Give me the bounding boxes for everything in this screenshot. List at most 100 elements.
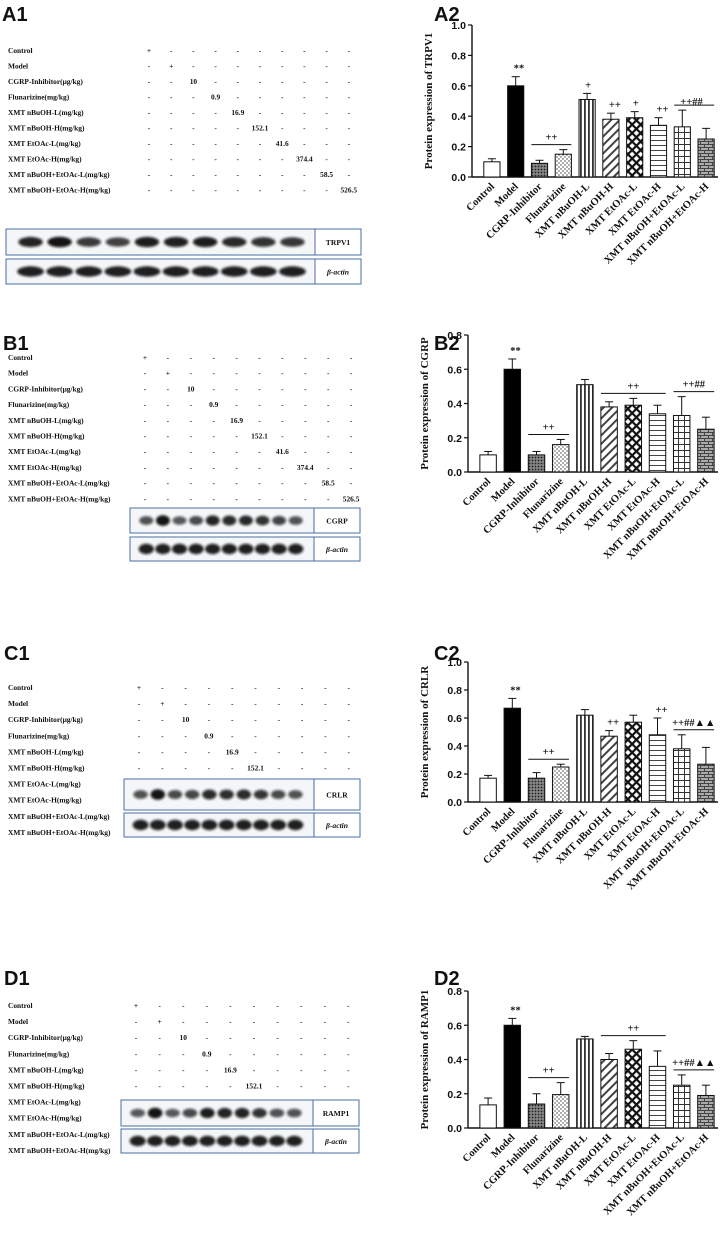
dose-cell: - [206, 1065, 209, 1074]
y-tick-label: 0.8 [447, 330, 462, 342]
dose-cell: - [347, 699, 350, 708]
dose-cell: - [281, 93, 284, 102]
panel-label: A1 [2, 4, 28, 26]
dose-cell: - [148, 93, 151, 102]
significance-mark: ** [510, 1005, 521, 1016]
dose-row-label: XMT nBuOH-L(mg/kg) [8, 108, 84, 117]
dose-cell: - [231, 764, 234, 773]
protein-band [105, 237, 131, 247]
protein-name: TRPV1 [326, 238, 351, 247]
dose-row-label: XMT EtOAc-L(mg/kg) [8, 1098, 81, 1107]
dose-cell: - [190, 353, 193, 362]
dose-cell: + [157, 1017, 161, 1026]
dose-cell: - [253, 1065, 256, 1074]
y-tick-label: 0.8 [447, 685, 462, 697]
dose-cell: - [258, 479, 261, 488]
dose-cell: - [350, 416, 353, 425]
dose-cell: - [214, 155, 217, 164]
dose-cell: - [281, 46, 284, 55]
dose-cell: - [304, 353, 307, 362]
dose-cell: - [138, 764, 141, 773]
significance-mark: ++ [609, 100, 621, 111]
dose-cell: - [278, 699, 281, 708]
protein-band [252, 1108, 267, 1118]
dose-cell: - [281, 432, 284, 441]
dose-cell: - [237, 62, 240, 71]
bar [697, 763, 715, 803]
dose-cell: - [167, 400, 170, 409]
actin-band [17, 266, 44, 277]
dose-cell: - [135, 1033, 138, 1042]
bar [551, 444, 570, 473]
dose-cell: - [138, 731, 141, 740]
dose-cell: - [182, 1017, 185, 1026]
dose-cell: + [160, 699, 164, 708]
dose-cell: - [148, 124, 151, 133]
dose-cell: - [135, 1049, 138, 1058]
dose-cell: 0.9 [204, 731, 214, 740]
bar [673, 126, 691, 178]
protein-band [286, 1108, 302, 1118]
dose-cell: 58.5 [320, 170, 333, 179]
bar [697, 138, 715, 178]
dose-cell: - [325, 155, 328, 164]
bar [697, 1094, 715, 1129]
dose-cell: - [347, 1033, 350, 1042]
dose-cell: - [206, 1082, 209, 1091]
x-tick-label: Control [461, 476, 493, 508]
dose-cell: + [147, 46, 151, 55]
significance-mark: ++## [683, 380, 706, 391]
dose-cell: 374.4 [296, 155, 313, 164]
dose-cell: - [281, 170, 284, 179]
dose-cell: - [348, 62, 351, 71]
dose-cell: - [158, 1033, 161, 1042]
y-tick-label: 0.0 [451, 172, 466, 184]
protein-band [189, 515, 204, 526]
actin-band [188, 543, 204, 555]
dose-row-label: XMT nBuOH+EtOAc-H(mg/kg) [8, 494, 111, 503]
protein-band [47, 236, 72, 248]
dose-cell: - [212, 369, 215, 378]
dose-cell: - [208, 747, 211, 756]
dose-cell: - [258, 463, 261, 472]
dose-cell: - [192, 139, 195, 148]
protein-band [205, 515, 220, 526]
dose-cell: - [192, 46, 195, 55]
dose-cell: - [235, 494, 238, 503]
dose-cell: - [324, 1049, 327, 1058]
dose-cell: - [235, 447, 238, 456]
dose-row-label: XMT EtOAc-L(mg/kg) [8, 447, 81, 456]
dose-cell: - [325, 93, 328, 102]
protein-band [165, 1108, 180, 1118]
dose-cell: - [237, 170, 240, 179]
bar [624, 721, 643, 803]
dose-cell: - [214, 186, 217, 195]
y-tick-label: 0.4 [447, 741, 462, 753]
dose-cell: - [324, 1065, 327, 1074]
dose-cell: - [253, 1049, 256, 1058]
bar [576, 384, 594, 473]
dose-cell: 526.5 [340, 186, 357, 195]
dose-cell: - [304, 494, 307, 503]
y-axis-label: Protein expression of CGRP [419, 337, 431, 470]
dose-cell: - [158, 1082, 161, 1091]
actin-band [220, 266, 248, 277]
dose-cell: 10 [187, 384, 195, 393]
actin-band [270, 819, 287, 831]
bar [507, 85, 525, 178]
actin-band [191, 266, 219, 277]
dose-cell: - [144, 479, 147, 488]
dose-cell: - [170, 46, 173, 55]
dose-cell: - [324, 1082, 327, 1091]
dose-row-label: Control [8, 683, 33, 692]
bar-chart-c2: C2 0.0 0.2 0.4 0.6 0.8 1.0 Protein expression o… [419, 643, 718, 892]
dose-cell: - [254, 731, 257, 740]
actin-band [287, 819, 304, 831]
dose-table: Control + - - - - - - - - - Model - + - - - - - - - - CGRP-Inh… [8, 46, 357, 195]
dose-cell: 10 [190, 77, 198, 86]
significance-mark: ++ [543, 747, 555, 758]
dose-cell: - [212, 447, 215, 456]
dose-cell: - [301, 715, 304, 724]
dose-row-label: CGRP-Inhibitor(μg/kg) [8, 384, 83, 393]
significance-mark: ** [514, 64, 525, 75]
